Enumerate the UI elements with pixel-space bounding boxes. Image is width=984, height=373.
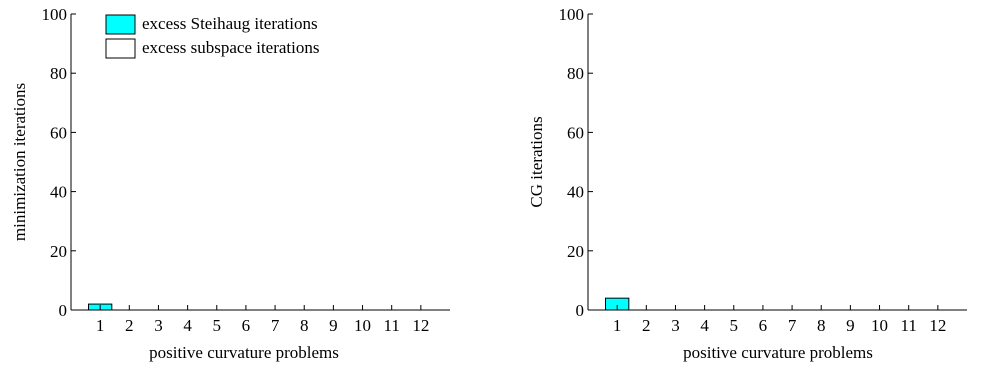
left-x-tick-label-5: 5: [213, 316, 222, 335]
right-x-tick-label-2: 2: [642, 316, 651, 335]
right-x-tick-label-5: 5: [730, 316, 739, 335]
legend: excess Steihaug iterations excess subspa…: [105, 14, 320, 59]
right-x-tick-label-4: 4: [700, 316, 709, 335]
right-y-tick-label-20: 20: [567, 242, 584, 261]
left-x-axis-label: positive curvature problems: [149, 343, 339, 362]
right-y-tick-label-80: 80: [567, 64, 584, 83]
legend-label-subspace: excess subspace iterations: [142, 38, 320, 57]
right-x-tick-label-12: 12: [929, 316, 946, 335]
right-x-tick-label-1: 1: [613, 316, 622, 335]
left-y-axis-label: minimization iterations: [10, 83, 29, 241]
left-x-tick-label-11: 11: [384, 316, 400, 335]
left-x-tick-label-6: 6: [242, 316, 251, 335]
right-x-tick-label-6: 6: [759, 316, 768, 335]
right-y-tick-label-40: 40: [567, 183, 584, 202]
legend-swatch-steihaug: [105, 14, 136, 35]
left-x-tick-label-12: 12: [412, 316, 429, 335]
right-y-tick-label-100: 100: [559, 5, 585, 24]
right-y-tick-label-60: 60: [567, 123, 584, 142]
left-x-tick-label-4: 4: [183, 316, 192, 335]
left-x-tick-label-7: 7: [271, 316, 280, 335]
right-x-tick-label-8: 8: [817, 316, 826, 335]
left-x-tick-label-2: 2: [125, 316, 134, 335]
left-x-tick-label-3: 3: [154, 316, 163, 335]
legend-label-steihaug: excess Steihaug iterations: [142, 14, 318, 33]
right-x-tick-label-9: 9: [846, 316, 855, 335]
left-y-tick-label-20: 20: [50, 242, 67, 261]
left-y-tick-label-60: 60: [50, 123, 67, 142]
right-y-tick-label-0: 0: [576, 301, 585, 320]
right-x-axis-label: positive curvature problems: [683, 343, 873, 362]
right-x-tick-label-7: 7: [788, 316, 797, 335]
left-y-tick-label-40: 40: [50, 183, 67, 202]
right-x-tick-label-10: 10: [871, 316, 888, 335]
right-y-axis-label: CG iterations: [527, 116, 546, 207]
left-x-tick-label-9: 9: [329, 316, 338, 335]
legend-swatch-subspace: [105, 38, 136, 59]
right-x-tick-label-11: 11: [901, 316, 917, 335]
left-y-tick-label-100: 100: [42, 5, 68, 24]
left-y-tick-label-0: 0: [59, 301, 68, 320]
left-x-tick-label-10: 10: [354, 316, 371, 335]
left-x-tick-label-1: 1: [96, 316, 105, 335]
right-x-tick-label-3: 3: [671, 316, 680, 335]
left-x-tick-label-8: 8: [300, 316, 309, 335]
left-y-tick-label-80: 80: [50, 64, 67, 83]
